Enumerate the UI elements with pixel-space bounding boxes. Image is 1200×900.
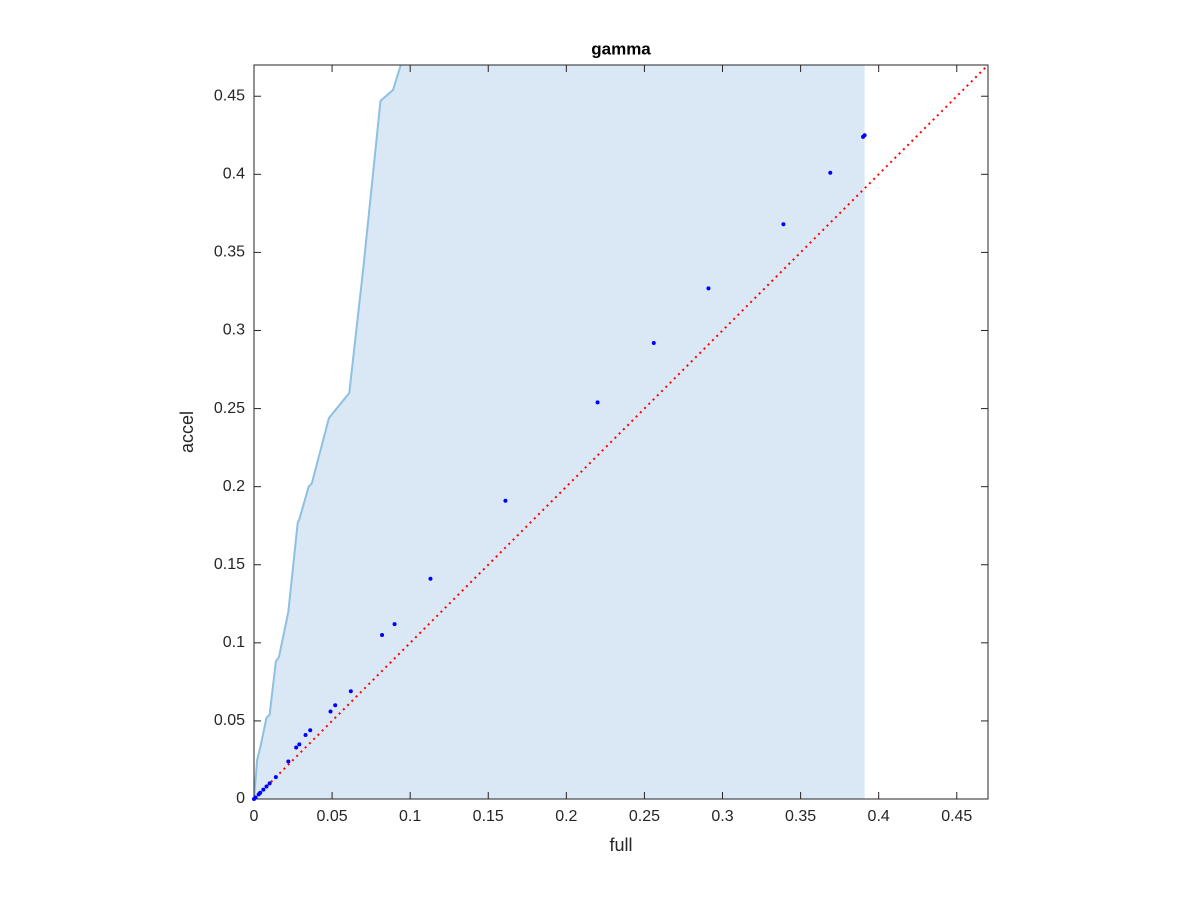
point xyxy=(294,745,299,750)
plot-area xyxy=(254,65,988,799)
point xyxy=(392,622,397,627)
x-tick-label: 0.05 xyxy=(317,808,348,825)
x-tick-label: 0.4 xyxy=(868,808,890,825)
point xyxy=(651,340,656,345)
y-tick-label: 0.3 xyxy=(223,322,245,339)
point xyxy=(297,742,302,747)
x-tick-label: 0.2 xyxy=(555,808,577,825)
y-tick-label: 0.1 xyxy=(223,634,245,651)
point xyxy=(333,703,338,708)
x-tick-label: 0.15 xyxy=(473,808,504,825)
point xyxy=(261,787,266,792)
point xyxy=(862,133,867,138)
y-tick-label: 0.4 xyxy=(223,166,245,183)
reference-line xyxy=(254,65,988,799)
y-tick-label: 0.05 xyxy=(214,712,245,729)
y-tick-label: 0.15 xyxy=(214,556,245,573)
chart-title: gamma xyxy=(591,39,651,58)
x-tick-label: 0.25 xyxy=(629,808,660,825)
point xyxy=(253,795,258,800)
y-tick-label: 0.2 xyxy=(223,478,245,495)
y-tick-label: 0.35 xyxy=(214,244,245,261)
point xyxy=(503,498,508,503)
point xyxy=(264,784,269,789)
point xyxy=(328,709,333,714)
point xyxy=(303,732,308,737)
point xyxy=(595,400,600,405)
point xyxy=(273,775,278,780)
point xyxy=(258,790,263,795)
point xyxy=(308,728,313,733)
point xyxy=(828,170,833,175)
x-tick-label: 0.45 xyxy=(941,808,972,825)
y-tick-label: 0.45 xyxy=(214,87,245,104)
point xyxy=(348,689,353,694)
point xyxy=(781,222,786,227)
y-axis-label: accel xyxy=(177,411,197,453)
y-tick-label: 0.25 xyxy=(214,400,245,417)
area-edge xyxy=(254,65,402,799)
point xyxy=(706,286,711,291)
area-fill xyxy=(254,65,865,799)
point xyxy=(286,759,291,764)
axes-box xyxy=(253,64,989,800)
x-tick-label: 0.1 xyxy=(399,808,421,825)
x-tick-label: 0.35 xyxy=(785,808,816,825)
x-axis-label: full xyxy=(609,835,632,855)
y-tick-label: 0 xyxy=(236,790,245,807)
x-tick-label: 0 xyxy=(250,808,259,825)
point xyxy=(267,781,272,786)
point xyxy=(428,576,433,581)
x-tick-label: 0.3 xyxy=(711,808,733,825)
point xyxy=(380,633,385,638)
